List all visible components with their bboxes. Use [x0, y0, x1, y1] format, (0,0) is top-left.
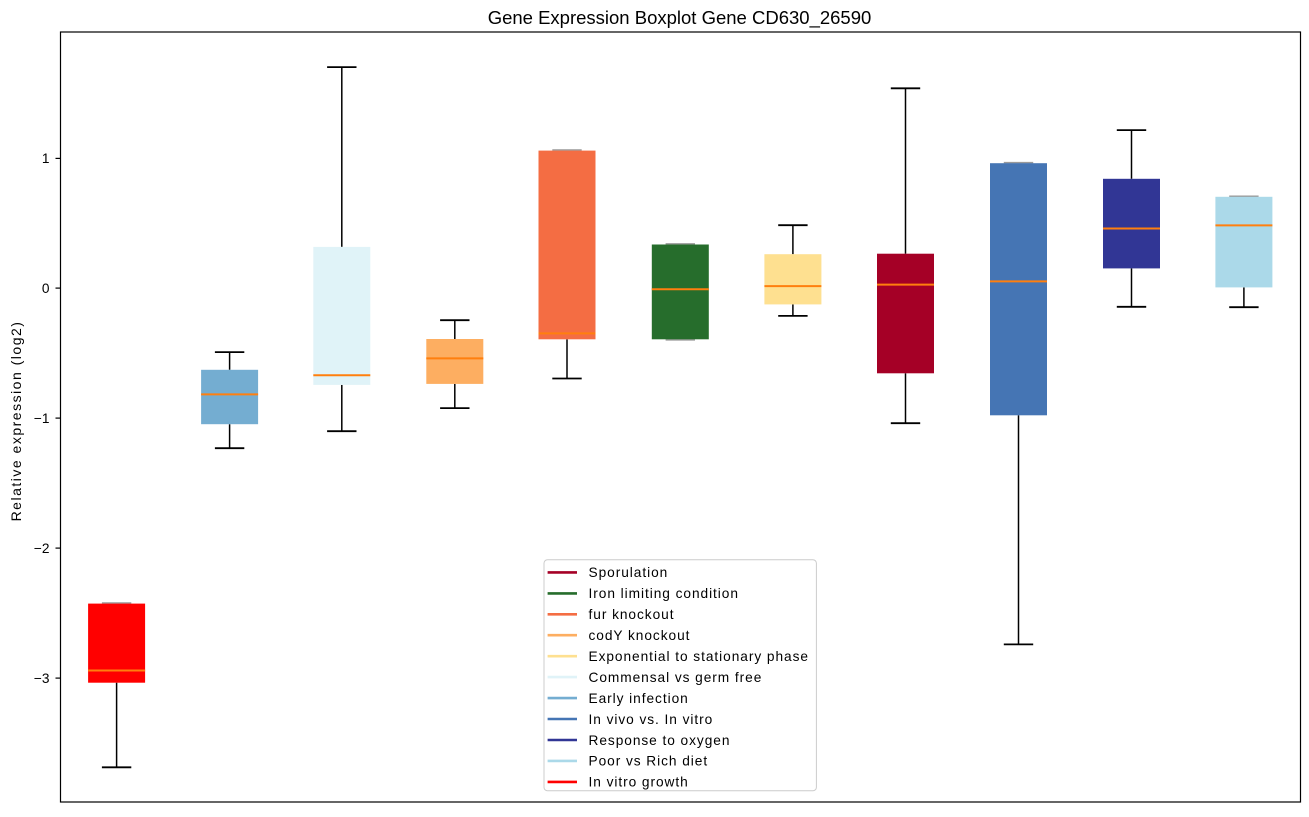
svg-text:−1: −1: [34, 411, 50, 426]
svg-text:Early infection: Early infection: [589, 691, 689, 706]
svg-text:0: 0: [42, 281, 50, 296]
svg-text:−2: −2: [34, 541, 50, 556]
svg-text:Poor vs Rich diet: Poor vs Rich diet: [589, 754, 709, 769]
svg-text:Relative expression (log2): Relative expression (log2): [8, 321, 24, 522]
svg-text:codY knockout: codY knockout: [589, 628, 691, 643]
svg-text:In vitro growth: In vitro growth: [589, 775, 689, 790]
svg-text:In vivo vs. In vitro: In vivo vs. In vitro: [589, 712, 714, 727]
svg-text:fur knockout: fur knockout: [589, 607, 675, 622]
svg-text:1: 1: [42, 151, 50, 166]
svg-text:Commensal vs germ free: Commensal vs germ free: [589, 670, 763, 685]
svg-text:Exponential to stationary phas: Exponential to stationary phase: [589, 649, 809, 664]
svg-text:Iron limiting condition: Iron limiting condition: [589, 586, 739, 601]
svg-text:Sporulation: Sporulation: [589, 565, 669, 580]
svg-text:−3: −3: [34, 671, 50, 686]
svg-text:Gene Expression Boxplot Gene C: Gene Expression Boxplot Gene CD630_26590: [488, 7, 872, 29]
svg-text:Response to oxygen: Response to oxygen: [589, 733, 731, 748]
